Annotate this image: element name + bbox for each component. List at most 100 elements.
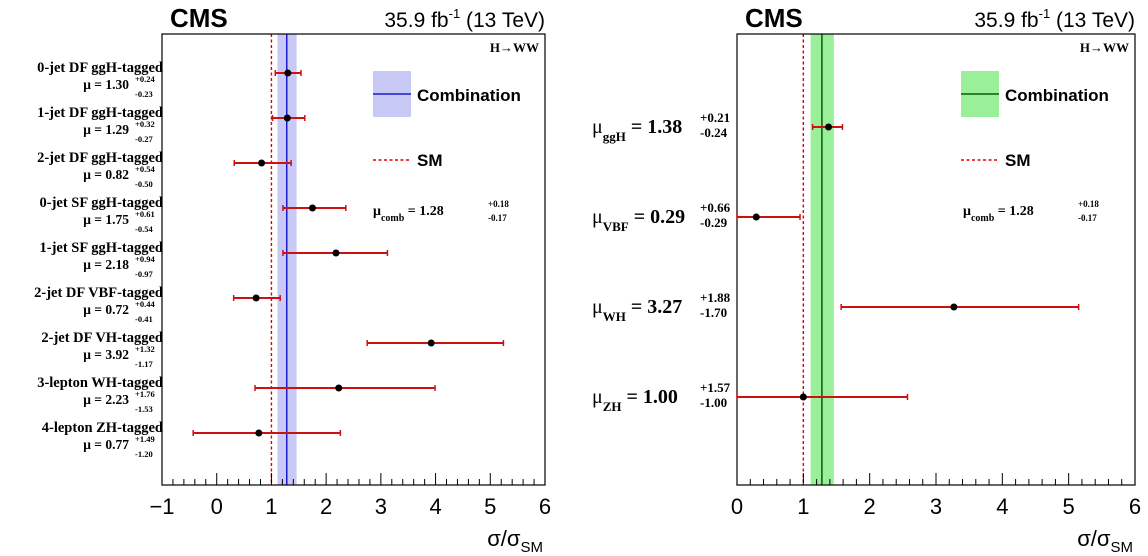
- poi-down-error: -1.70: [700, 305, 727, 320]
- mu-comb-subscript: comb: [381, 213, 405, 224]
- marker: [335, 384, 343, 392]
- poi-up-error: +0.21: [700, 110, 730, 125]
- x-tick-label: 1: [265, 494, 277, 519]
- x-axis-label-sub: SM: [1111, 539, 1134, 556]
- poi-label: μggH = 1.38: [592, 116, 682, 144]
- x-tick-label: 3: [375, 494, 387, 519]
- poi-symbol: μ: [592, 296, 603, 318]
- legend: Combination SM: [961, 71, 1109, 170]
- marker: [752, 213, 760, 221]
- mu-up-error: +0.32: [135, 119, 155, 129]
- lumi-value: 35.9 fb: [974, 9, 1038, 32]
- mu-value-label: μ = 2.18: [83, 257, 129, 272]
- data-point-4: μZH = 1.00 +1.57-1.00: [592, 380, 909, 414]
- category-label: 1-jet SF ggH-tagged: [40, 240, 164, 256]
- plot-frame: [161, 33, 546, 486]
- poi-symbol: μ: [592, 116, 603, 138]
- poi-down-error: -1.00: [700, 395, 727, 410]
- mu-up-error: +0.61: [135, 209, 155, 219]
- cms-label: CMS: [170, 3, 228, 33]
- category-label: 2-jet DF VH-tagged: [41, 330, 163, 346]
- x-tick-label: 0: [731, 494, 743, 519]
- mu-up-error: +0.54: [135, 164, 155, 174]
- x-tick-label: 5: [484, 494, 496, 519]
- marker: [255, 429, 263, 437]
- mu-value-label: μ = 1.29: [83, 122, 129, 137]
- x-tick-label: 5: [1063, 494, 1075, 519]
- mu-up-error: +0.24: [135, 74, 155, 84]
- marker: [308, 204, 316, 212]
- x-tick-label: 2: [320, 494, 332, 519]
- energy-label: (13 TeV): [1050, 9, 1135, 32]
- poi-subscript: ZH: [603, 399, 622, 414]
- mu-up-error: +1.32: [135, 344, 155, 354]
- poi-label: μVBF = 0.29: [592, 206, 685, 234]
- mu-comb-down: -0.17: [1078, 213, 1097, 223]
- mu-value-label: μ = 2.23: [83, 392, 129, 407]
- mu-value-label: μ = 1.30: [83, 77, 129, 92]
- mu-up-error: +1.76: [135, 389, 155, 399]
- marker: [950, 303, 958, 311]
- mu-down-error: -0.23: [135, 89, 153, 99]
- poi-up-error: +1.88: [700, 290, 731, 305]
- legend: Combination SM: [373, 71, 521, 170]
- x-axis-label: σ/σSM: [1077, 526, 1133, 556]
- process-label: H→WW: [490, 40, 539, 55]
- marker: [284, 69, 292, 77]
- mu-value-label: μ = 1.75: [83, 212, 129, 227]
- mu-down-error: -0.50: [135, 179, 153, 189]
- marker: [427, 339, 435, 347]
- process-label: H→WW: [1080, 40, 1129, 55]
- mu-comb-subscript: comb: [971, 213, 995, 224]
- mu-down-error: -0.54: [135, 224, 153, 234]
- x-tick-label: 4: [996, 494, 1008, 519]
- mu-comb-label: μcomb = 1.28: [963, 204, 1034, 224]
- mu-up-error: +1.49: [135, 434, 155, 444]
- x-tick-label: 0: [211, 494, 223, 519]
- x-tick-label: 6: [1129, 494, 1141, 519]
- legend-sm-label: SM: [417, 151, 443, 170]
- category-label: 1-jet DF ggH-tagged: [37, 105, 163, 121]
- data-point-1: μggH = 1.38 +0.21-0.24: [592, 110, 844, 144]
- data-point-3: μWH = 3.27 +1.88-1.70: [592, 290, 1080, 324]
- energy-label: (13 TeV): [460, 9, 545, 32]
- marker: [252, 294, 260, 302]
- poi-value: = 1.38: [626, 116, 682, 138]
- poi-subscript: VBF: [603, 219, 629, 234]
- marker: [283, 114, 291, 122]
- lumi-label: 35.9 fb-1 (13 TeV): [384, 6, 545, 32]
- x-tick-label: 3: [930, 494, 942, 519]
- mu-down-error: -0.97: [135, 269, 153, 279]
- poi-down-error: -0.24: [700, 125, 728, 140]
- lumi-label: 35.9 fb-1 (13 TeV): [974, 6, 1135, 32]
- poi-value: = 0.29: [629, 206, 685, 228]
- mu-comb-symbol: μ: [373, 204, 381, 219]
- legend-sm-label: SM: [1005, 151, 1031, 170]
- marker: [799, 393, 807, 401]
- category-label: 2-jet DF ggH-tagged: [37, 150, 163, 166]
- mu-comb-value: = 1.28: [994, 204, 1033, 219]
- marker: [332, 249, 340, 257]
- x-axis-label-main: σ/σ: [487, 526, 521, 551]
- poi-label: μWH = 3.27: [592, 296, 682, 324]
- x-tick-label: 1: [797, 494, 809, 519]
- category-label: 2-jet DF VBF-tagged: [34, 285, 163, 301]
- data-point-2: μVBF = 0.29 +0.66-0.29: [592, 200, 801, 234]
- lumi-exponent: -1: [449, 6, 461, 21]
- mu-comb-up: +0.18: [1078, 199, 1099, 209]
- mu-comb-label: μcomb = 1.28: [373, 204, 444, 224]
- poi-value: = 1.00: [622, 386, 678, 408]
- x-tick-label: 4: [429, 494, 441, 519]
- mu-down-error: -1.20: [135, 449, 153, 459]
- cms-label: CMS: [745, 3, 803, 33]
- mu-down-error: -0.27: [135, 134, 153, 144]
